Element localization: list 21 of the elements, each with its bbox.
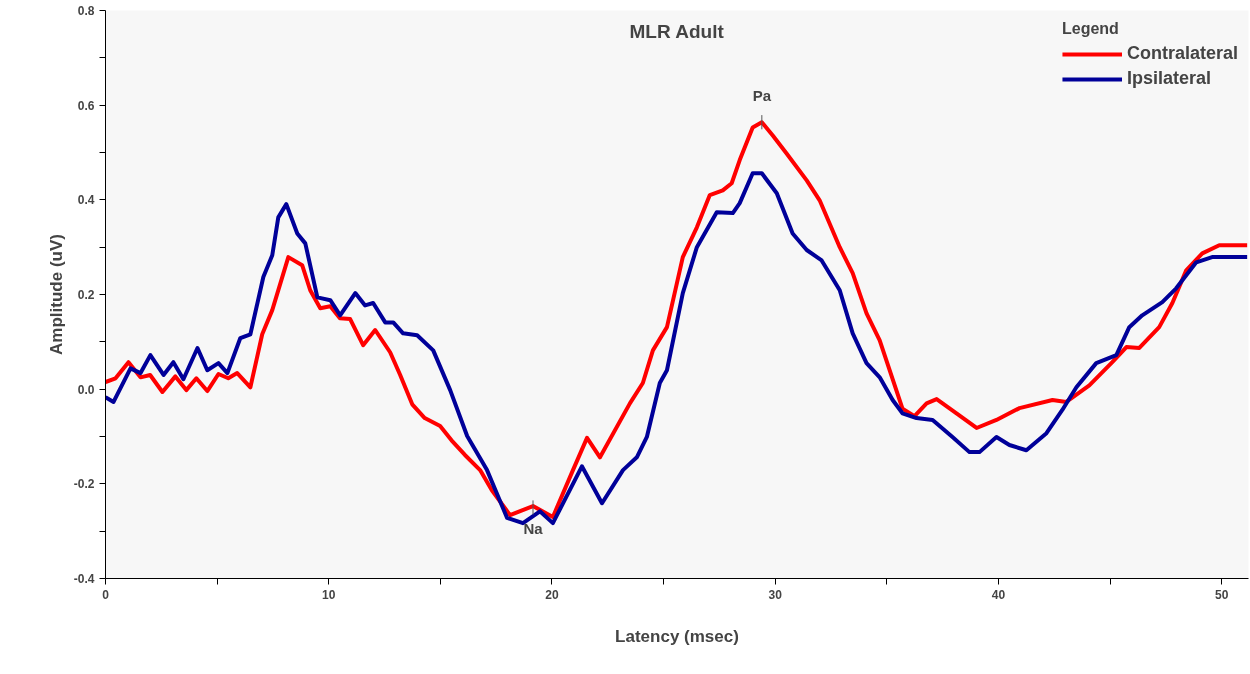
x-axis-title: Latency (msec) [615,626,739,646]
y-axis-title: Amplitude (uV) [46,234,66,355]
y-tick-label: 0.6 [77,98,95,113]
x-tick-label: 10 [322,587,336,602]
legend-label: Contralateral [1126,43,1238,64]
annotation: Pa [752,87,772,105]
x-tick-label: 0 [102,587,110,602]
y-tick-label: 0.0 [77,382,95,397]
x-tick-label: 30 [768,587,783,602]
y-tick-label: -0.4 [73,572,95,586]
x-tick-label: 40 [991,587,1006,602]
legend-label: Ipsilateral [1126,68,1211,89]
y-tick-label: 0.8 [77,4,95,18]
x-tick-label: 50 [1215,587,1229,602]
y-tick-label: -0.2 [73,477,95,492]
text: MLR Adult [629,20,725,42]
y-tick-label: 0.2 [77,288,95,302]
x-tick-label: 20 [545,587,559,602]
y-tick-label: 0.4 [77,193,95,208]
legend-title: Legend [1061,20,1120,38]
annotation: Na [523,519,544,537]
